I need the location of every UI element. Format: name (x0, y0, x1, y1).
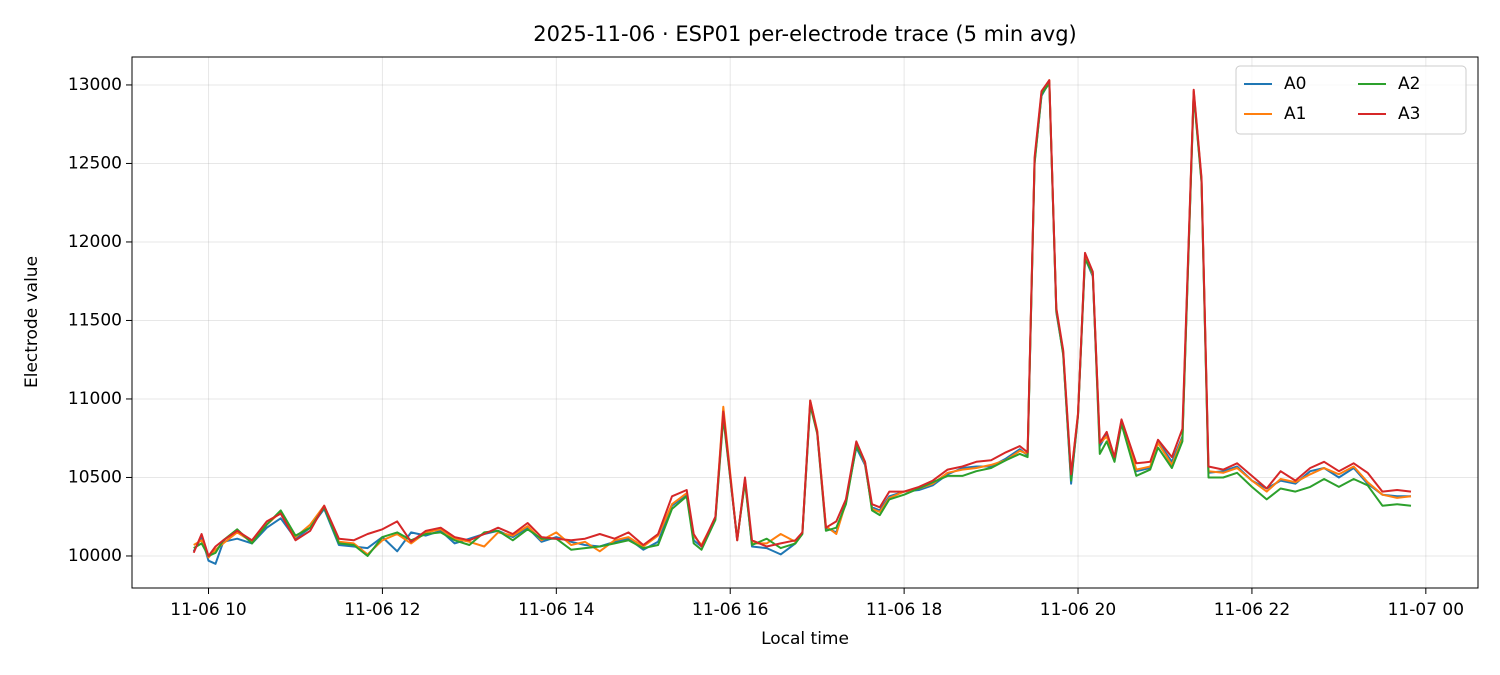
y-tick-label: 12500 (68, 153, 122, 173)
legend-label: A3 (1398, 104, 1420, 124)
legend-label: A1 (1284, 104, 1306, 124)
y-tick-label: 12000 (68, 232, 122, 252)
y-axis-label: Electrode value (22, 256, 42, 388)
series-line (193, 82, 1412, 557)
plot-frame (131, 56, 1479, 589)
series-line (193, 79, 1412, 559)
chart-title: 2025-11-06 · ESP01 per-electrode trace (… (533, 22, 1076, 46)
legend-label: A0 (1284, 74, 1306, 94)
x-tick-label: 11-06 12 (344, 600, 420, 620)
legend-box (1235, 65, 1467, 135)
series-line (192, 80, 1411, 565)
y-tick-label: 10000 (68, 546, 122, 566)
x-tick-label: 11-06 22 (1214, 600, 1290, 620)
x-tick-label: 11-07 00 (1388, 600, 1464, 620)
legend-label: A2 (1398, 74, 1420, 94)
y-tick-label: 13000 (68, 75, 122, 95)
y-tick-label: 11500 (68, 310, 122, 330)
y-tick-label: 11000 (68, 389, 122, 409)
x-tick-label: 11-06 14 (518, 600, 594, 620)
x-tick-label: 11-06 18 (866, 600, 942, 620)
series-line (192, 79, 1412, 557)
y-tick-label: 10500 (68, 467, 122, 487)
x-axis-label: Local time (761, 629, 849, 649)
x-tick-label: 11-06 10 (170, 600, 246, 620)
x-tick-label: 11-06 16 (692, 600, 768, 620)
x-tick-label: 11-06 20 (1040, 600, 1116, 620)
